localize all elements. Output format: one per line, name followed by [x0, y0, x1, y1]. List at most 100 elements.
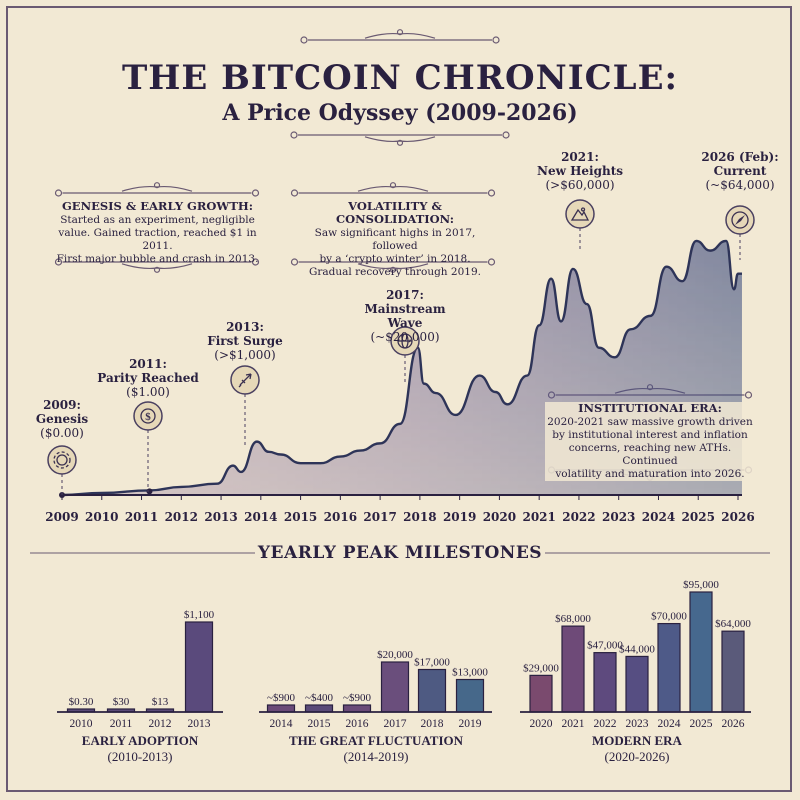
bar-2019 [455, 678, 485, 713]
annotation-value: (~$64,000) [705, 178, 775, 192]
annotation-label: New Heights [536, 164, 624, 178]
bar-value-label: ~$400 [305, 692, 333, 704]
gear-icon [47, 445, 77, 475]
bar-category-label: 2023 [626, 718, 649, 730]
bar-value-label: $95,000 [683, 579, 719, 591]
annotation-year: 2013: [226, 320, 264, 334]
group-title: EARLY ADOPTION [81, 733, 199, 748]
globe-icon [390, 326, 420, 356]
x-tick-label: 2018 [403, 510, 437, 524]
bar-2014 [266, 704, 296, 713]
ornament-divider [290, 182, 496, 197]
milestones-title: YEARLY PEAK MILESTONES [257, 543, 543, 563]
bar-value-label: ~$900 [267, 692, 295, 704]
page-subtitle: A Price Odyssey (2009-2026) [222, 100, 578, 126]
bar-2015 [304, 704, 334, 713]
ornament-divider [290, 258, 496, 273]
compass-icon [725, 205, 755, 235]
bar-value-label: $70,000 [651, 611, 687, 623]
bar-category-label: 2020 [530, 718, 553, 730]
box-line: volatility and maturation into 2026. [555, 468, 745, 480]
box-line: Started as an experiment, negligible [60, 214, 255, 226]
bar-value-label: $64,000 [715, 618, 751, 630]
annotation-value: (>$60,000) [545, 178, 615, 192]
group-title-modern: MODERN ERA (2020-2026) [517, 733, 757, 765]
bar-2018 [417, 668, 447, 713]
annotation-value: (~$20,000) [370, 330, 440, 344]
parity-point-marker [146, 488, 153, 495]
x-tick-label: 2020 [482, 510, 517, 524]
bar-value-label: $13,000 [452, 667, 488, 679]
x-tick-label: 2023 [602, 510, 636, 524]
box-line: by a ‘crypto winter’ in 2018. [319, 253, 471, 265]
annotation-label: First Surge [207, 334, 283, 348]
group-subtitle: (2014-2019) [343, 749, 409, 764]
milestone-annotation: 2011: Parity Reached ($1.00) [88, 357, 208, 399]
x-tick-label: 2021 [522, 510, 556, 524]
box-heading: INSTITUTIONAL ERA: [578, 401, 722, 415]
milestone-annotation: 2017: Mainstream Wave (~$20,000) [345, 288, 465, 344]
bar-category-label: 2011 [110, 718, 133, 730]
x-tick-label: 2022 [562, 510, 596, 524]
bar-value-label: $13 [152, 696, 169, 708]
bar-value-label: $47,000 [587, 640, 623, 652]
bar-2020 [529, 674, 553, 713]
annotation-label: Genesis [35, 412, 89, 426]
bar-category-label: 2024 [658, 718, 681, 730]
group-title-fluctuation: THE GREAT FLUCTUATION (2014-2019) [256, 733, 496, 765]
bar-category-label: 2021 [562, 718, 585, 730]
bar-2021 [561, 625, 585, 713]
page-title: THE BITCOIN CHRONICLE: [121, 58, 679, 98]
box-line: by institutional interest and inflation [552, 429, 748, 441]
annotation-value: ($1.00) [126, 385, 170, 399]
info-box-institutional: INSTITUTIONAL ERA: 2020-2021 saw massive… [545, 402, 755, 481]
ornament-divider [300, 29, 500, 44]
x-tick-label: 2025 [681, 510, 715, 524]
x-tick-label: 2014 [244, 510, 278, 524]
milestone-annotation: 2021: New Heights (>$60,000) [520, 150, 640, 192]
milestone-annotation: 2009: Genesis ($0.00) [2, 398, 122, 440]
x-tick-label: 2010 [85, 510, 119, 524]
bar-category-label: 2017 [384, 718, 407, 730]
box-line: Gradual recovery through 2019. [309, 266, 481, 278]
mountain-icon [565, 199, 595, 229]
bar-2025 [689, 591, 713, 713]
bar-value-label: $17,000 [414, 657, 450, 669]
group-title-early: EARLY ADOPTION (2010-2013) [20, 733, 260, 765]
bar-category-label: 2013 [188, 718, 211, 730]
group-subtitle: (2010-2013) [107, 749, 173, 764]
bar-category-label: 2022 [594, 718, 617, 730]
ornament-divider [290, 131, 510, 146]
annotation-value: (>$1,000) [214, 348, 276, 362]
annotation-year: 2009: [43, 398, 81, 412]
ornament-divider [54, 182, 260, 197]
x-tick-label: 2026 [721, 510, 755, 524]
milestone-annotation: 2013: First Surge (>$1,000) [185, 320, 305, 362]
svg-text:$: $ [145, 411, 151, 423]
annotation-year: 2011: [129, 357, 167, 371]
bar-value-label: $1,100 [184, 609, 215, 621]
annotation-year: 2021: [561, 150, 599, 164]
annotation-year: 2026 (Feb): [701, 150, 779, 164]
bar-2017 [380, 661, 410, 713]
ornament-divider [54, 258, 260, 273]
box-line: value. Gained traction, reached $1 in 20… [58, 227, 257, 252]
annotation-year: 2017: [386, 288, 424, 302]
annotation-label: Current [713, 164, 767, 178]
bar-category-label: 2010 [70, 718, 93, 730]
box-line: concerns, reaching new ATHs. Continued [568, 442, 732, 467]
group-subtitle: (2020-2026) [604, 749, 670, 764]
price-line [61, 239, 742, 497]
box-line: 2020-2021 saw massive growth driven [547, 416, 753, 428]
x-tick-label: 2024 [641, 510, 676, 524]
poster-frame [6, 6, 792, 792]
box-line: Saw significant highs in 2017, followed [314, 227, 476, 252]
box-heading: VOLATILITY & CONSOLIDATION: [335, 199, 455, 226]
bar-value-label: $30 [113, 696, 130, 708]
annotation-value: ($0.00) [40, 426, 84, 440]
bar-value-label: $44,000 [619, 643, 655, 655]
x-tick-label: 2012 [164, 510, 198, 524]
x-tick-label: 2017 [363, 510, 397, 524]
x-tick-label: 2013 [204, 510, 238, 524]
